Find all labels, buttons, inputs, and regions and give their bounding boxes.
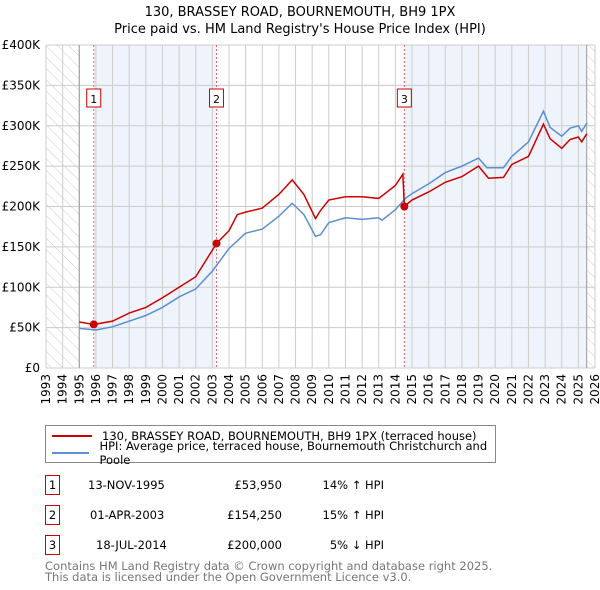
y-tick-label: £200K	[2, 200, 42, 214]
x-tick-label: 2010	[322, 374, 336, 405]
x-tick-label: 2018	[455, 374, 469, 405]
sale-number: 1	[45, 475, 60, 495]
x-tick-label: 2001	[172, 374, 186, 405]
x-tick-label: 2007	[272, 374, 286, 405]
sale-date: 18-JUL-2014	[96, 538, 167, 552]
legend-label-hpi: HPI: Average price, terraced house, Bour…	[99, 439, 488, 467]
x-tick-label: 2025	[571, 374, 585, 405]
sale-number: 3	[45, 535, 60, 555]
sale-hpi-diff: 15% ↑ HPI	[322, 508, 384, 522]
x-tick-label: 2006	[255, 374, 269, 405]
x-tick-label: 2019	[472, 374, 486, 405]
x-tick-label: 1997	[106, 374, 120, 405]
x-tick-label: 1998	[122, 374, 136, 405]
x-tick-label: 2024	[555, 374, 569, 405]
legend-label-price: 130, BRASSEY ROAD, BOURNEMOUTH, BH9 1PX …	[102, 429, 477, 443]
footer-copyright: Contains HM Land Registry data © Crown c…	[45, 559, 493, 573]
x-tick-label: 2016	[422, 374, 436, 405]
x-tick-label: 1993	[39, 374, 53, 405]
x-tick-label: 2015	[405, 374, 419, 405]
sale-point	[89, 320, 98, 329]
x-tick-label: 2003	[205, 374, 219, 405]
sale-hpi-diff: 14% ↑ HPI	[322, 478, 384, 492]
sale-marker-badge	[209, 88, 225, 108]
sale-hpi-diff: 5% ↓ HPI	[329, 538, 384, 552]
x-tick-label: 2009	[305, 374, 319, 405]
x-tick-label: 1994	[56, 374, 70, 405]
price-chart: 1993 1994 1995 1996 1997 1998 1999 2000 2001 2002…	[2, 38, 600, 405]
x-tick-label: 2014	[388, 374, 402, 405]
y-tick-label: £300K	[2, 119, 42, 133]
x-tick-label: 2004	[222, 374, 236, 405]
y-tick-label: £350K	[2, 78, 42, 92]
sale-point	[212, 239, 221, 248]
x-tick-label: 1995	[72, 374, 86, 405]
legend-item-price: 130, BRASSEY ROAD, BOURNEMOUTH, BH9 1PX …	[46, 428, 477, 444]
x-tick-label: 2011	[338, 374, 352, 405]
sale-marker-label: 2	[213, 93, 220, 106]
legend-item-hpi: HPI: Average price, terraced house, Bour…	[46, 439, 495, 467]
y-tick-label: £250K	[2, 159, 42, 173]
sale-price: £154,250	[227, 508, 282, 522]
legend: 130, BRASSEY ROAD, BOURNEMOUTH, BH9 1PX …	[45, 425, 496, 467]
x-tick-label: 2002	[189, 374, 203, 405]
legend-line-price	[52, 435, 92, 437]
y-tick-label: £50K	[9, 321, 41, 335]
y-tick-label: £100K	[2, 280, 42, 294]
x-tick-label: 2026	[588, 374, 600, 405]
sale-point	[400, 202, 409, 211]
x-tick-label: 2000	[155, 374, 169, 405]
sale-marker-badge	[396, 88, 412, 108]
sale-date: 13-NOV-1995	[88, 478, 165, 492]
y-tick-label: £150K	[2, 240, 42, 254]
x-tick-label: 2017	[438, 374, 452, 405]
footer-licence: This data is licensed under the Open Gov…	[45, 570, 412, 584]
x-tick-label: 2013	[372, 374, 386, 405]
x-tick-label: 2005	[239, 374, 253, 405]
x-tick-label: 2008	[289, 374, 303, 405]
series-line-hpi	[79, 109, 588, 331]
sale-marker-label: 3	[401, 93, 408, 106]
x-tick-label: 2023	[538, 374, 552, 405]
sale-price: £53,950	[234, 478, 282, 492]
x-tick-label: 2020	[488, 374, 502, 405]
sale-marker-label: 1	[90, 93, 97, 106]
x-tick-label: 2022	[521, 374, 535, 405]
series-line-price	[79, 122, 588, 326]
sale-marker-badge	[86, 88, 102, 108]
legend-line-hpi	[52, 452, 90, 454]
sale-price: £200,000	[227, 538, 282, 552]
y-tick-label: £400K	[2, 38, 42, 52]
x-tick-label: 2021	[505, 374, 519, 405]
sale-date: 01-APR-2003	[90, 508, 165, 522]
x-tick-label: 2012	[355, 374, 369, 405]
chart-title: 130, BRASSEY ROAD, BOURNEMOUTH, BH9 1PX	[144, 5, 456, 20]
sale-number: 2	[45, 505, 60, 525]
y-tick-label: £0	[25, 361, 40, 375]
x-tick-label: 1999	[139, 374, 153, 405]
x-tick-label: 1996	[89, 374, 103, 405]
chart-subtitle: Price paid vs. HM Land Registry's House …	[114, 22, 486, 37]
